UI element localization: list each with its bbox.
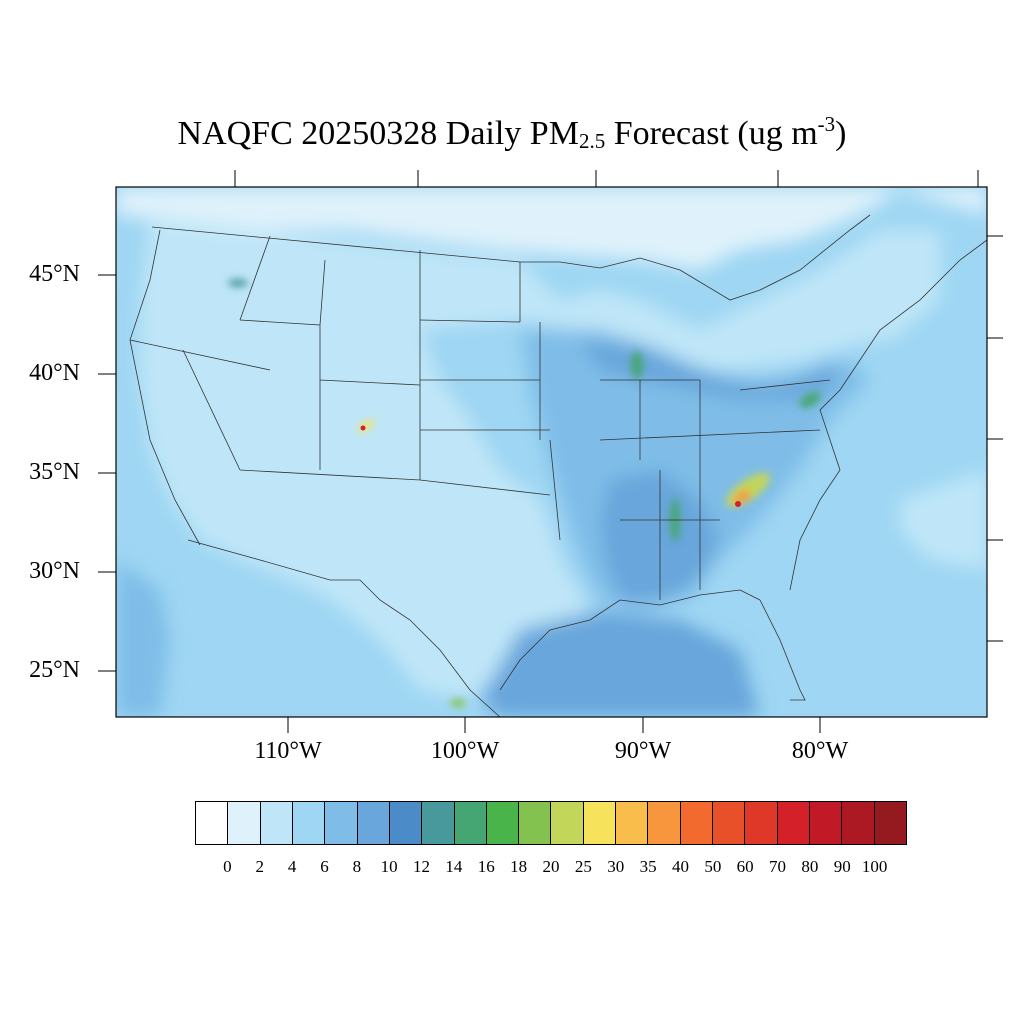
east-coast (789, 239, 987, 591)
lon-label-90w: 90°W (614, 738, 672, 764)
colorbar-label: 10 (380, 857, 398, 876)
colorbar-label: 35 (639, 857, 657, 876)
title-superscript: -3 (817, 112, 836, 136)
bottom-ticks (287, 717, 821, 733)
lat-label-45: 45°N (29, 261, 80, 287)
colorbar-label: 100 (861, 857, 888, 876)
colorbar-label: 14 (445, 857, 463, 876)
colorbar-label: 20 (542, 857, 560, 876)
colorbar-cell (648, 802, 681, 844)
colorbar-label: 40 (671, 857, 689, 876)
colorbar-cell (874, 802, 906, 844)
lat-label-40: 40°N (29, 360, 80, 386)
hotspot-red-southeast (735, 501, 741, 507)
colorbar-cell (616, 802, 649, 844)
colorbar-cell (486, 802, 520, 844)
lon-label-80w: 80°W (791, 738, 849, 764)
colorbar-label: 4 (287, 857, 297, 876)
colorbar-label: 0 (223, 857, 232, 876)
colorbar-cell (357, 802, 390, 844)
colorbar-cell (422, 802, 455, 844)
colorbar-label: 30 (607, 857, 625, 876)
state-lines-west (129, 235, 421, 481)
colorbar-cell (519, 802, 552, 844)
hotspot-oregon (228, 279, 248, 287)
map-frame (115, 186, 988, 718)
us-mexico-border (187, 539, 501, 717)
colorbar-cell (228, 802, 261, 844)
colorbar-label: 2 (255, 857, 264, 876)
hotspot-mexico (450, 699, 466, 707)
lat-label-30: 30°N (29, 558, 80, 584)
colorbar-label: 25 (574, 857, 592, 876)
colorbar-cell (454, 802, 487, 844)
colorbar (195, 801, 907, 845)
us-canada-border (151, 214, 871, 301)
colorbar-cell (713, 802, 746, 844)
map-title: NAQFC 20250328 Daily PM2.5 Forecast (ug … (0, 112, 1024, 154)
colorbar-cell (583, 802, 617, 844)
colorbar-label: 80 (801, 857, 819, 876)
lon-label-100w: 100°W (430, 738, 500, 764)
atlantic-light-field (900, 470, 987, 570)
northern-low-band (116, 187, 987, 270)
great-lakes-field (580, 340, 840, 400)
west-coast (129, 229, 201, 546)
title-suffix: ) (835, 115, 847, 152)
colorbar-label: 70 (769, 857, 787, 876)
pm25-map (98, 170, 1003, 733)
lat-label-35: 35°N (29, 459, 80, 485)
colorbar-cell (325, 802, 358, 844)
colorbar-label: 90 (833, 857, 851, 876)
colorbar-label: 60 (736, 857, 754, 876)
concentration-field (116, 187, 987, 717)
colorbar-label: 50 (704, 857, 722, 876)
colorbar-cell (777, 802, 810, 844)
hotspot-southeast-core (733, 489, 751, 505)
left-ticks (98, 274, 116, 672)
colorbar-label: 18 (510, 857, 528, 876)
title-prefix: NAQFC 20250328 Daily PM (177, 115, 579, 152)
colorbar-cell (196, 802, 229, 844)
colorbar-cell (745, 802, 778, 844)
gulf-elevated-field (480, 610, 760, 717)
title-subscript: 2.5 (578, 129, 606, 153)
colorbar-label: 16 (477, 857, 495, 876)
lat-label-25: 25°N (29, 657, 80, 683)
colorbar-cell (389, 802, 423, 844)
state-lines-east (599, 379, 831, 600)
colorbar-label: 6 (320, 857, 329, 876)
colorbar-label: 12 (413, 857, 431, 876)
state-lines-central (419, 262, 561, 541)
colorbar-cell (260, 802, 293, 844)
right-ticks (987, 235, 1003, 642)
colorbar-cell (842, 802, 875, 844)
hotspot-lake-michigan (631, 351, 643, 379)
colorbar-cell (292, 802, 326, 844)
lon-label-110w: 110°W (254, 738, 322, 764)
colorbar-cell (680, 802, 713, 844)
top-ticks (234, 170, 979, 187)
pacific-light-field (116, 560, 170, 717)
title-middle: Forecast (ug m (605, 115, 818, 152)
colorbar-cell (809, 802, 843, 844)
colorbar-labels: 0 2 4 6 8 10 12 14 16 18 20 25 30 35 40 50 60 70 80 90 100 (195, 857, 907, 879)
hotspot-red-colorado (360, 425, 366, 431)
political-boundaries (129, 214, 987, 717)
gulf-coast (499, 589, 761, 691)
hotspot-maryland (799, 392, 821, 408)
florida-coast (759, 599, 806, 701)
colorbar-label: 8 (352, 857, 362, 876)
colorbar-cell (551, 802, 584, 844)
